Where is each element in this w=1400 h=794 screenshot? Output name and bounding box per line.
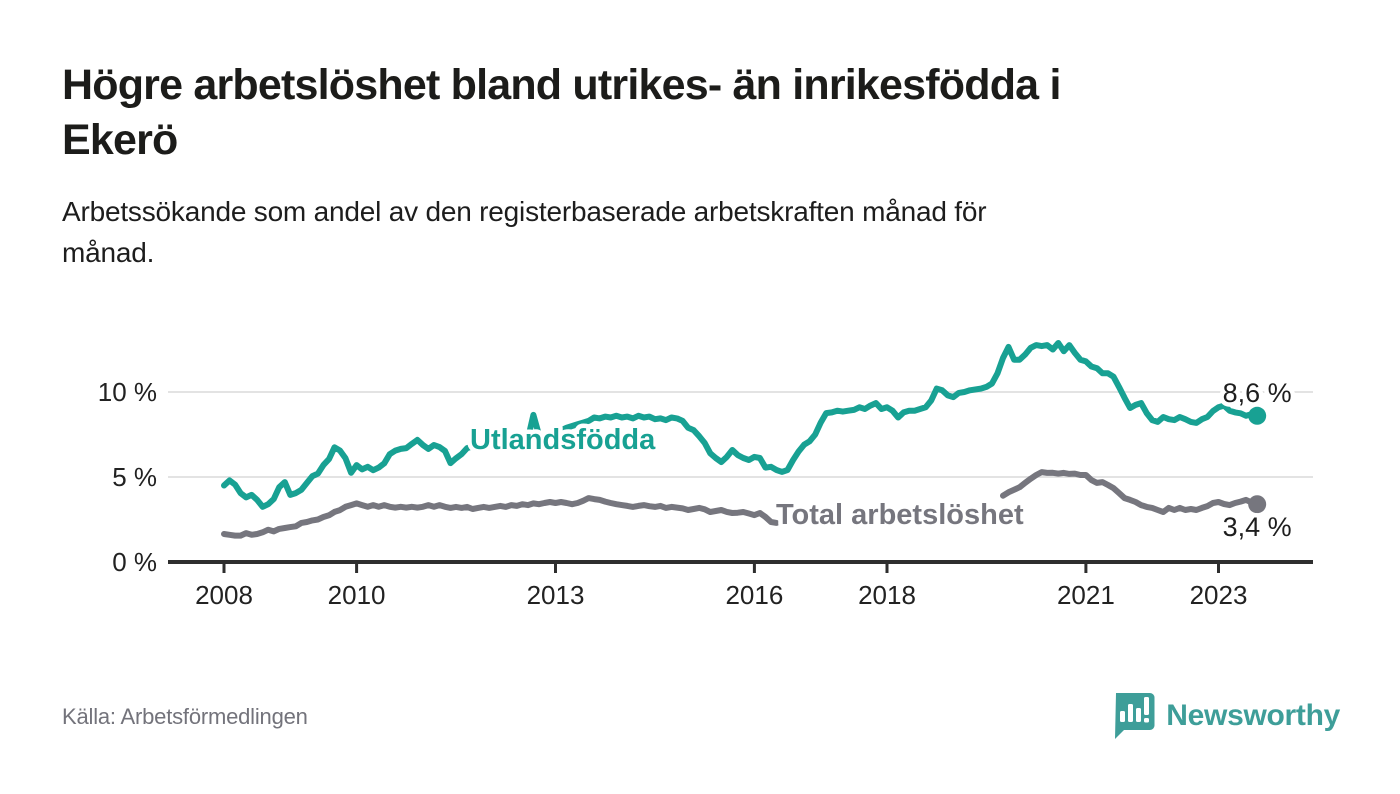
x-tick-label: 2018 bbox=[858, 580, 916, 610]
series-line bbox=[221, 469, 1261, 539]
y-tick-label: 10 % bbox=[98, 377, 157, 407]
end-value-label: 3,4 % bbox=[1223, 512, 1292, 542]
x-tick-label: 2008 bbox=[195, 580, 253, 610]
series-end-dot bbox=[1248, 495, 1267, 514]
x-tick-label: 2023 bbox=[1190, 580, 1248, 610]
title-line-2: Ekerö bbox=[62, 116, 178, 165]
newsworthy-brand: Newsworthy bbox=[1111, 688, 1340, 744]
x-tick-label: 2013 bbox=[527, 580, 585, 610]
newsworthy-logo-icon bbox=[1115, 693, 1155, 739]
page-title: Högre arbetslöshet bland utrikes- än inr… bbox=[62, 58, 1352, 168]
subtitle-line-1: Arbetssökande som andel av den registerb… bbox=[62, 196, 987, 227]
x-tick-label: 2016 bbox=[725, 580, 783, 610]
newsworthy-brand-text: Newsworthy bbox=[1166, 699, 1340, 732]
series-line bbox=[221, 340, 1261, 510]
chart-subtitle: Arbetssökande som andel av den registerb… bbox=[62, 192, 1352, 273]
y-tick-label: 0 % bbox=[112, 547, 157, 577]
subtitle-line-2: månad. bbox=[62, 236, 155, 268]
y-tick-label: 5 % bbox=[112, 462, 157, 492]
series-label: Total arbetslöshet bbox=[776, 499, 1024, 531]
x-tick-label: 2021 bbox=[1057, 580, 1115, 610]
end-value-label: 8,6 % bbox=[1223, 378, 1292, 408]
title-line-1: Högre arbetslöshet bland utrikes- än inr… bbox=[62, 61, 1061, 109]
x-tick-label: 2010 bbox=[328, 580, 386, 610]
series-end-dot bbox=[1248, 406, 1267, 425]
source-note: Källa: Arbetsförmedlingen bbox=[62, 704, 308, 729]
series-label: Utlandsfödda bbox=[470, 424, 656, 456]
